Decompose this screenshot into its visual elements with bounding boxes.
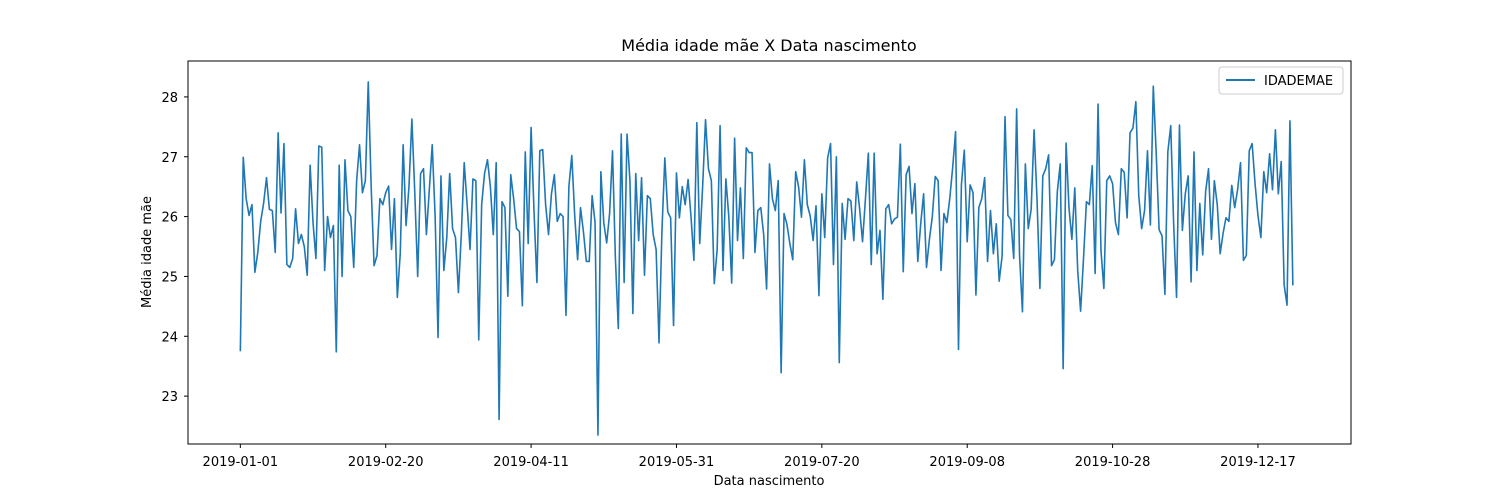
- x-tick-label: 2019-10-28: [1075, 455, 1151, 470]
- legend: IDADEMAE: [1218, 66, 1344, 95]
- x-tick-label: 2019-05-31: [639, 455, 715, 470]
- chart-title: Média idade mãe X Data nascimento: [621, 36, 916, 55]
- x-tick-label: 2019-12-17: [1220, 455, 1296, 470]
- y-tick-label: 25: [161, 270, 178, 285]
- y-tick-label: 28: [161, 91, 178, 106]
- y-tick-label: 23: [161, 390, 178, 405]
- x-tick-label: 2019-04-11: [493, 455, 569, 470]
- series-line-idademae: [239, 81, 1294, 436]
- legend-box: [1218, 66, 1344, 95]
- plot-area: [239, 81, 1294, 436]
- y-axis-ticks: 23 24 25 26 27 28: [161, 91, 188, 405]
- y-tick-label: 24: [161, 330, 178, 345]
- x-tick-label: 2019-02-20: [348, 455, 424, 470]
- legend-label: IDADEMAE: [1264, 74, 1333, 89]
- y-tick-label: 26: [161, 211, 178, 226]
- plot-frame: [187, 60, 1352, 445]
- y-tick-label: 27: [161, 151, 178, 166]
- x-axis-ticks: 2019-01-01 2019-02-20 2019-04-11 2019-05-31…: [203, 444, 1296, 470]
- y-axis-label: Média idade mãe: [140, 196, 155, 308]
- x-tick-label: 2019-01-01: [203, 455, 279, 470]
- x-tick-label: 2019-07-20: [784, 455, 860, 470]
- x-axis-label: Data nascimento: [714, 474, 825, 489]
- x-tick-label: 2019-09-08: [929, 455, 1005, 470]
